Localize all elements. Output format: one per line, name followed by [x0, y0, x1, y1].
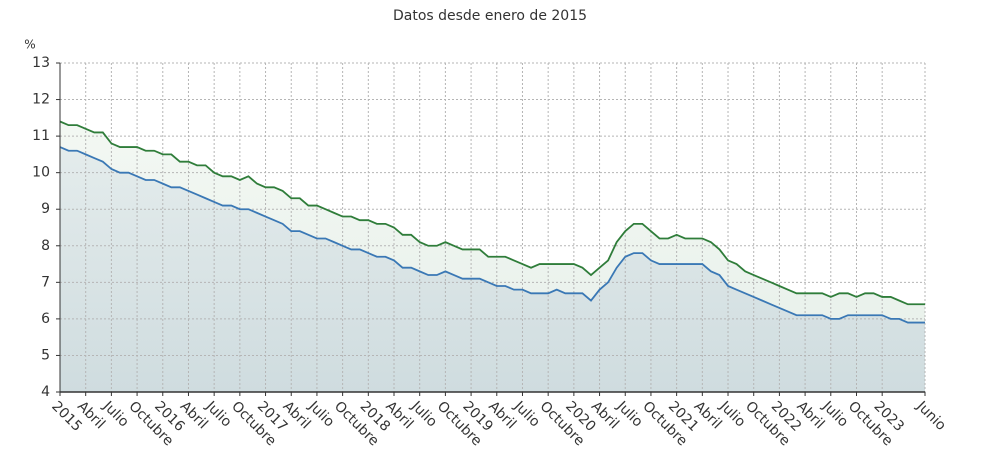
y-axis-label: %	[24, 38, 35, 52]
x-tick-label: Julio	[99, 398, 132, 431]
x-tick-label: Julio	[716, 398, 749, 431]
chart-title: Datos desde enero de 2015	[393, 8, 587, 24]
y-tick-label: 11	[32, 128, 50, 144]
y-tick-label: 6	[41, 311, 50, 327]
y-tick-label: 5	[41, 347, 50, 363]
y-tick-label: 4	[41, 384, 50, 400]
x-tick-label: Julio	[613, 398, 646, 431]
area	[60, 147, 925, 392]
x-tick-label: Julio	[305, 398, 338, 431]
x-tick-label: Julio	[818, 398, 851, 431]
line	[59, 146, 925, 324]
y-tick-label: 7	[41, 274, 50, 290]
x-tick-label: Julio	[510, 398, 543, 431]
y-tick-label: 12	[32, 92, 50, 108]
y-tick-label: 9	[41, 201, 50, 217]
x-tick-label: Junio	[913, 398, 949, 434]
line	[59, 120, 925, 306]
y-tick-label: 10	[32, 165, 50, 181]
x-tick-label: Julio	[407, 398, 440, 431]
y-tick-label: 8	[41, 238, 50, 254]
x-tick-label: Julio	[202, 398, 235, 431]
y-tick-label: 13	[32, 55, 50, 71]
